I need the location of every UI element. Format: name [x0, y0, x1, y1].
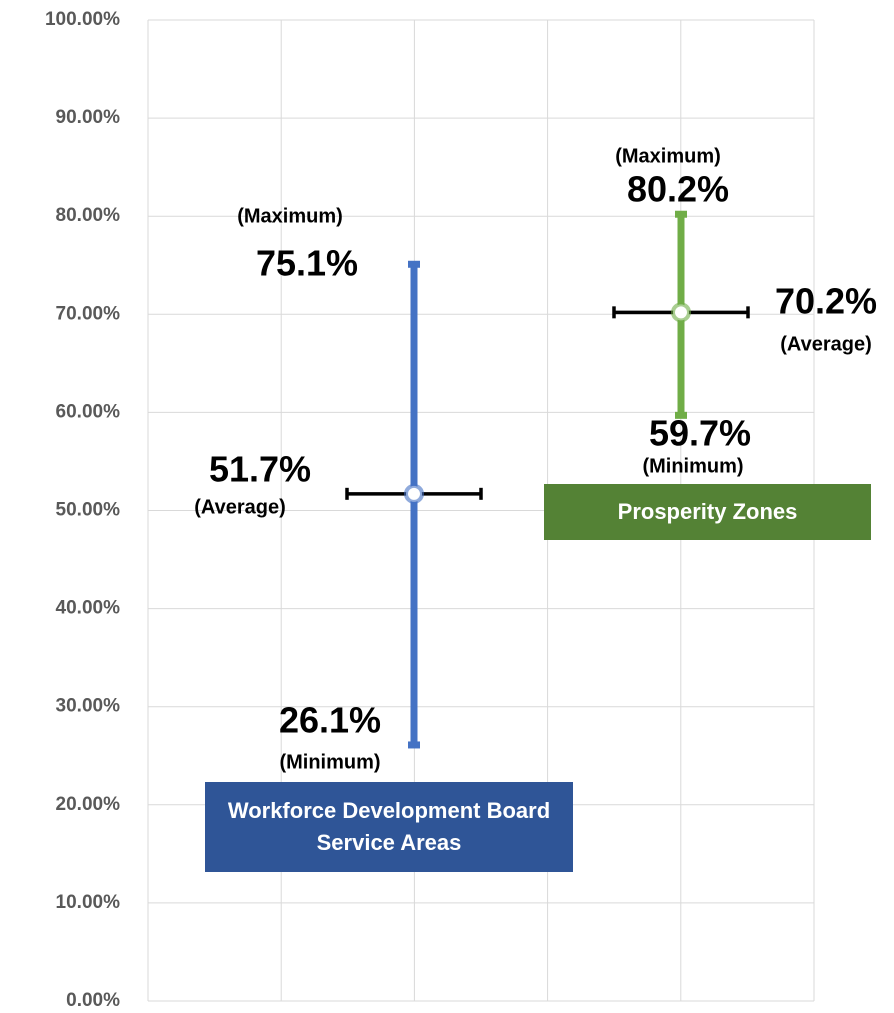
series-label: Prosperity Zones	[544, 484, 871, 540]
value-note: (Minimum)	[642, 455, 743, 477]
value-label: 80.2%	[627, 169, 729, 210]
y-tick-label: 0.00%	[66, 990, 120, 1011]
value-note: (Average)	[780, 333, 872, 355]
y-tick-label: 10.00%	[56, 892, 121, 913]
value-label: 26.1%	[279, 700, 381, 741]
avg-marker	[404, 483, 424, 504]
avg-marker	[671, 302, 691, 323]
y-tick-label: 100.00%	[45, 9, 120, 30]
value-note: (Maximum)	[615, 145, 721, 167]
series-label: Workforce Development Board Service Area…	[205, 782, 573, 872]
value-note: (Average)	[194, 496, 286, 518]
y-tick-label: 90.00%	[56, 107, 121, 128]
value-label: 75.1%	[256, 243, 358, 284]
y-tick-label: 60.00%	[56, 401, 121, 422]
value-label: 59.7%	[649, 413, 751, 454]
value-label: 51.7%	[209, 449, 311, 490]
y-tick-label: 30.00%	[56, 696, 121, 717]
y-tick-label: 50.00%	[56, 500, 121, 521]
value-label: 70.2%	[775, 281, 877, 322]
y-tick-label: 40.00%	[56, 598, 121, 619]
value-note: (Minimum)	[279, 751, 380, 773]
y-tick-label: 70.00%	[56, 303, 121, 324]
value-note: (Maximum)	[237, 205, 343, 227]
y-tick-label: 20.00%	[56, 794, 121, 815]
y-tick-label: 80.00%	[56, 205, 121, 226]
